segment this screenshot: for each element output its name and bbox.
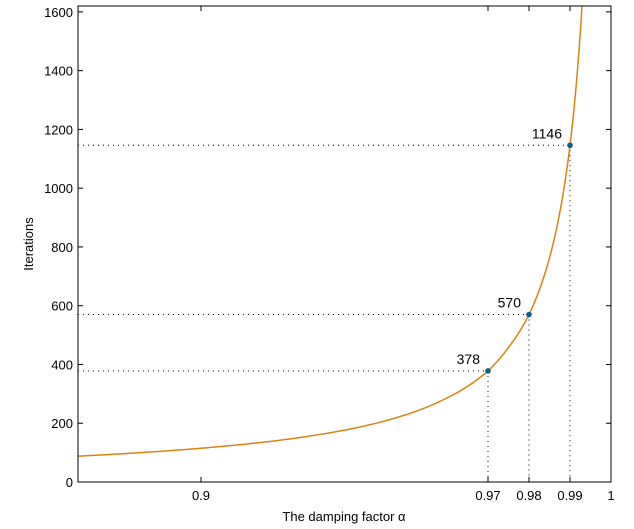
data-point-label: 378: [457, 351, 481, 367]
data-point: [485, 368, 491, 374]
y-tick-label: 1200: [44, 122, 73, 137]
x-tick-label: 1: [607, 488, 614, 503]
x-tick-label: 0.97: [475, 488, 500, 503]
x-tick-label: 0.9: [192, 488, 210, 503]
x-tick-label: 0.99: [557, 488, 582, 503]
data-point-label: 570: [498, 295, 522, 311]
data-point: [526, 311, 532, 318]
data-point-label: 1146: [532, 125, 562, 141]
plot-frame: [77, 5, 612, 483]
y-tick-label: 800: [51, 240, 73, 255]
y-tick-label: 200: [51, 416, 73, 431]
y-tick-label: 1400: [44, 64, 73, 79]
series-line: [78, 6, 583, 457]
y-tick-label: 1600: [44, 5, 73, 20]
y-tick-label: 400: [51, 357, 73, 372]
y-tick-label: 600: [51, 299, 73, 314]
y-tick-label: 1000: [44, 181, 73, 196]
data-point: [567, 142, 573, 149]
x-axis-title: The damping factor α: [282, 509, 406, 524]
x-tick-label: 0.98: [516, 488, 541, 503]
y-axis-title: Iterations: [21, 217, 36, 271]
y-tick-label: 0: [66, 475, 73, 490]
